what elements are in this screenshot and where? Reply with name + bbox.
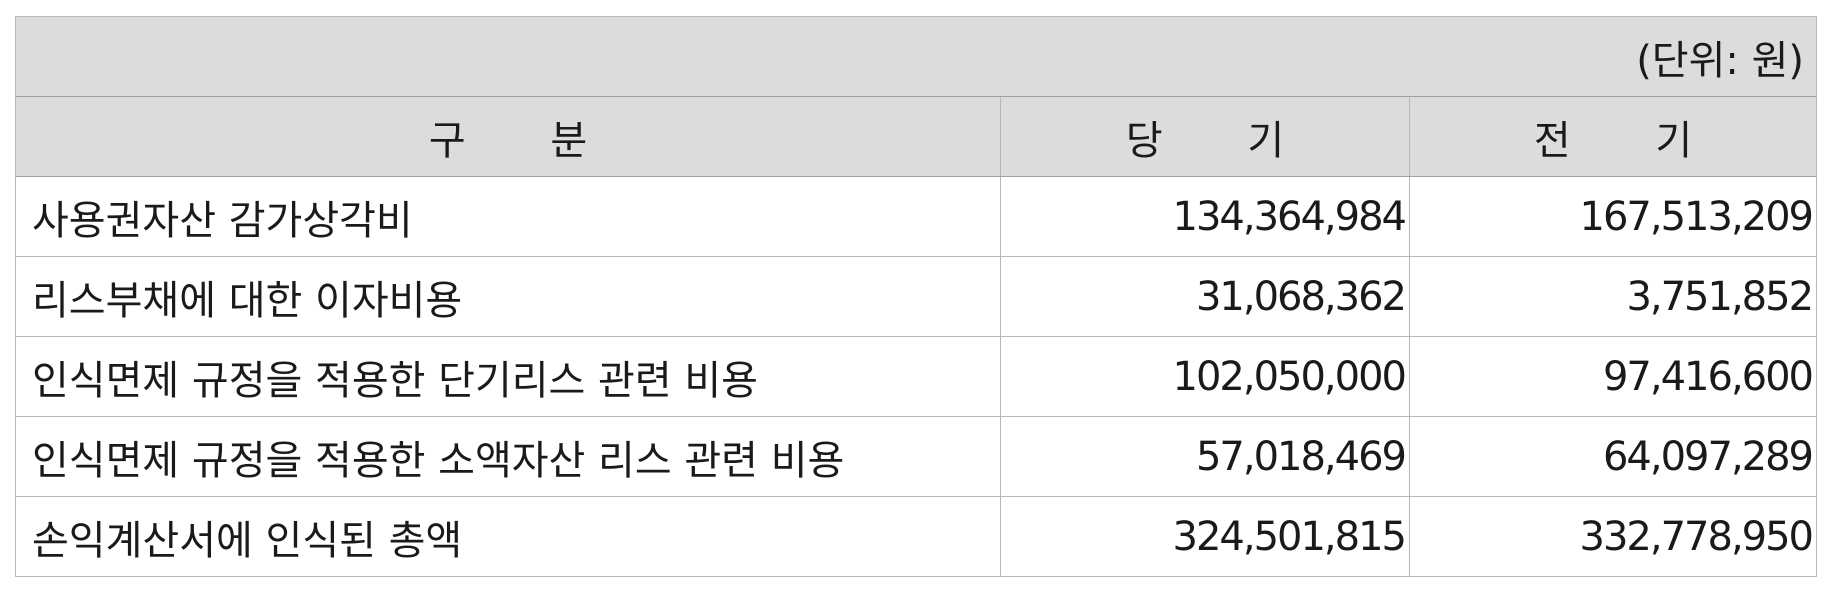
unit-row: (단위: 원) <box>14 16 1818 97</box>
row-label: 리스부채에 대한 이자비용 <box>15 256 1001 337</box>
table-row: 인식면제 규정을 적용한 소액자산 리스 관련 비용 57,018,469 64… <box>15 416 1818 497</box>
header-row: 구 분 당 기 전 기 <box>15 96 1818 177</box>
header-category: 구 분 <box>15 96 1001 177</box>
header-current-period: 당 기 <box>1000 96 1410 177</box>
header-prior-period: 전 기 <box>1408 96 1818 177</box>
lease-expense-table: (단위: 원) 구 분 당 기 전 기 사용권자산 감가상각비 134,364,… <box>14 16 1818 577</box>
prior-value: 97,416,600 <box>1408 336 1818 417</box>
current-value: 31,068,362 <box>1000 256 1410 337</box>
unit-note: (단위: 원) <box>14 16 1818 97</box>
prior-value: 64,097,289 <box>1408 416 1818 497</box>
table-row: 리스부채에 대한 이자비용 31,068,362 3,751,852 <box>15 256 1818 337</box>
row-label: 사용권자산 감가상각비 <box>15 176 1001 257</box>
table-row: 사용권자산 감가상각비 134,364,984 167,513,209 <box>15 176 1818 257</box>
prior-value: 332,778,950 <box>1408 496 1818 577</box>
table-row: 인식면제 규정을 적용한 단기리스 관련 비용 102,050,000 97,4… <box>15 336 1818 417</box>
current-value: 57,018,469 <box>1000 416 1410 497</box>
current-value: 324,501,815 <box>1000 496 1410 577</box>
row-label: 인식면제 규정을 적용한 소액자산 리스 관련 비용 <box>15 416 1001 497</box>
row-label: 손익계산서에 인식된 총액 <box>15 496 1001 577</box>
row-label: 인식면제 규정을 적용한 단기리스 관련 비용 <box>15 336 1001 417</box>
prior-value: 3,751,852 <box>1408 256 1818 337</box>
prior-value: 167,513,209 <box>1408 176 1818 257</box>
table-row-total: 손익계산서에 인식된 총액 324,501,815 332,778,950 <box>15 496 1818 577</box>
lease-expense-table-container: (단위: 원) 구 분 당 기 전 기 사용권자산 감가상각비 134,364,… <box>14 16 1818 577</box>
current-value: 102,050,000 <box>1000 336 1410 417</box>
current-value: 134,364,984 <box>1000 176 1410 257</box>
